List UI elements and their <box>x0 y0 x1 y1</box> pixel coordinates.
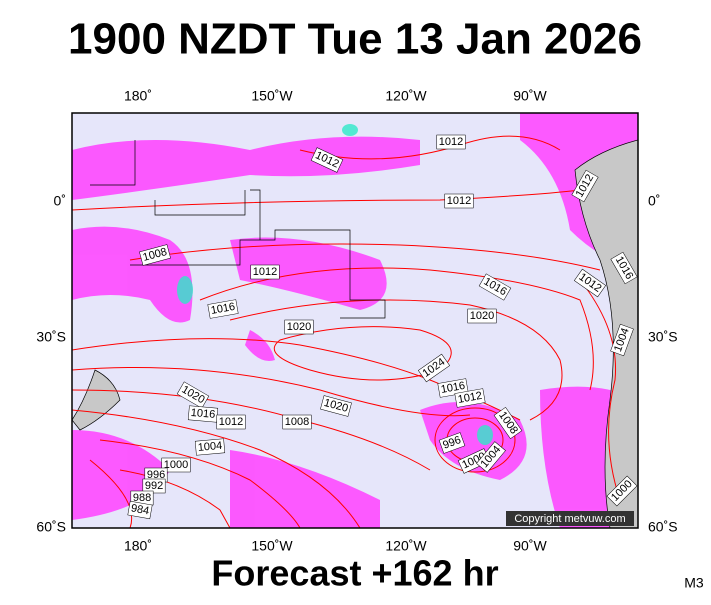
isobar-label-bg <box>454 388 486 408</box>
isobar-label-bg <box>478 273 512 301</box>
isobar-label-bg <box>493 406 523 440</box>
isobar-label-bg <box>142 478 166 494</box>
isobar-label-group: 1008 <box>282 414 312 430</box>
title: 1900 NZDT Tue 13 Jan 2026 <box>68 15 642 64</box>
isobar-label-group: 1012 <box>454 388 486 408</box>
isobar-label-group: 1008 <box>139 244 171 266</box>
isobar-label: 996 <box>441 434 462 452</box>
copyright-box <box>506 511 634 526</box>
isobar-label-group: 1012 <box>444 193 474 209</box>
isobar-label-bg <box>610 251 638 285</box>
isobar-label: 1020 <box>470 310 494 322</box>
isobar-label-bg <box>207 299 239 319</box>
isobar-label: 1008 <box>285 416 309 428</box>
model-label: M3 <box>684 575 704 591</box>
isobar-label-bg <box>194 438 226 456</box>
latitude-label: 30˚S <box>36 329 66 345</box>
isobar-label-bg <box>610 323 634 357</box>
isobar-label-group: 1020 <box>284 319 314 335</box>
isobar-label-bg <box>320 395 352 417</box>
isobar-label-bg <box>250 264 280 280</box>
longitude-label: 120˚W <box>385 88 427 104</box>
isobar-label: 1012 <box>447 195 471 207</box>
footer: Forecast +162 hr <box>211 553 498 594</box>
isobar-label-group: 992 <box>142 478 166 494</box>
isobar-label: 988 <box>133 492 151 504</box>
isobar-label-bg <box>417 353 451 383</box>
longitude-label: 180˚ <box>124 88 152 104</box>
isobar-label-group: 1000 <box>161 457 191 473</box>
isobar-label-bg <box>444 193 474 209</box>
map-frame <box>71 112 639 529</box>
isobar-label-bg <box>310 147 344 173</box>
longitude-label: 150˚W <box>251 538 293 554</box>
isobar-label-group: 984 <box>127 500 153 520</box>
isobar-label-group: 1004 <box>194 438 226 456</box>
isobar-label-bg <box>467 308 497 324</box>
isobar-label-bg <box>573 268 607 298</box>
longitude-label: 120˚W <box>385 538 427 554</box>
isobar-label: 1016 <box>190 407 215 421</box>
longitude-label: 90˚W <box>513 88 547 104</box>
isobar-label: 992 <box>145 480 163 492</box>
isobar-label-bg <box>438 432 466 454</box>
isobar-label-bg <box>282 414 312 430</box>
isobar-label: 984 <box>130 502 150 517</box>
map-area <box>72 113 638 528</box>
isobar-label-bg <box>139 244 171 266</box>
isobar-label-group: 1016 <box>207 299 239 319</box>
isobar-label: 1012 <box>219 416 243 428</box>
isobar-label-group: 1012 <box>436 134 466 150</box>
isobar-label-bg <box>571 169 599 203</box>
isobar-label-bg <box>176 381 210 409</box>
longitude-label: 150˚W <box>251 88 293 104</box>
boundaries <box>90 140 386 319</box>
longitude-label: 180˚ <box>124 538 152 554</box>
isobar-label-bg <box>476 441 506 473</box>
isobar-label: 1016 <box>440 380 466 396</box>
latitude-label: 0˚ <box>648 193 660 209</box>
latitude-label: 60˚S <box>36 519 66 535</box>
isobar-label-group: 1012 <box>216 414 246 430</box>
isobar-label-group: 996 <box>438 432 466 454</box>
latitude-label: 30˚S <box>648 329 678 345</box>
isobar-label: 1016 <box>210 301 236 317</box>
isobar-label: 1004 <box>197 440 222 454</box>
copyright: Copyright metvuw.com <box>514 513 625 525</box>
isobar-label-group: 1012 <box>250 264 280 280</box>
isobar-label: 1012 <box>457 390 483 406</box>
isobar-label-bg <box>127 500 153 520</box>
isobar-label-bg <box>436 134 466 150</box>
isobar-label: 1012 <box>439 136 463 148</box>
isobar-label-bg <box>284 319 314 335</box>
longitude-label: 90˚W <box>513 538 547 554</box>
isobar-label-bg <box>161 457 191 473</box>
isobar-label: 1020 <box>287 321 311 333</box>
latitude-label: 60˚S <box>648 519 678 535</box>
isobar-label: 996 <box>147 469 165 481</box>
isobar-label-group: 1020 <box>320 395 352 417</box>
isobar-label-group: 988 <box>130 490 154 506</box>
land <box>72 139 638 528</box>
isobar-label-bg <box>606 475 638 507</box>
isobar-label-group: 1020 <box>467 308 497 324</box>
isobar-label: 1000 <box>164 459 188 471</box>
isobar-label-bg <box>216 414 246 430</box>
isobar-label-group: 1016 <box>187 405 219 423</box>
isobar-label: 1012 <box>253 266 277 278</box>
isobar-label-group: 1004 <box>610 323 634 357</box>
latitude-label: 0˚ <box>54 193 66 209</box>
